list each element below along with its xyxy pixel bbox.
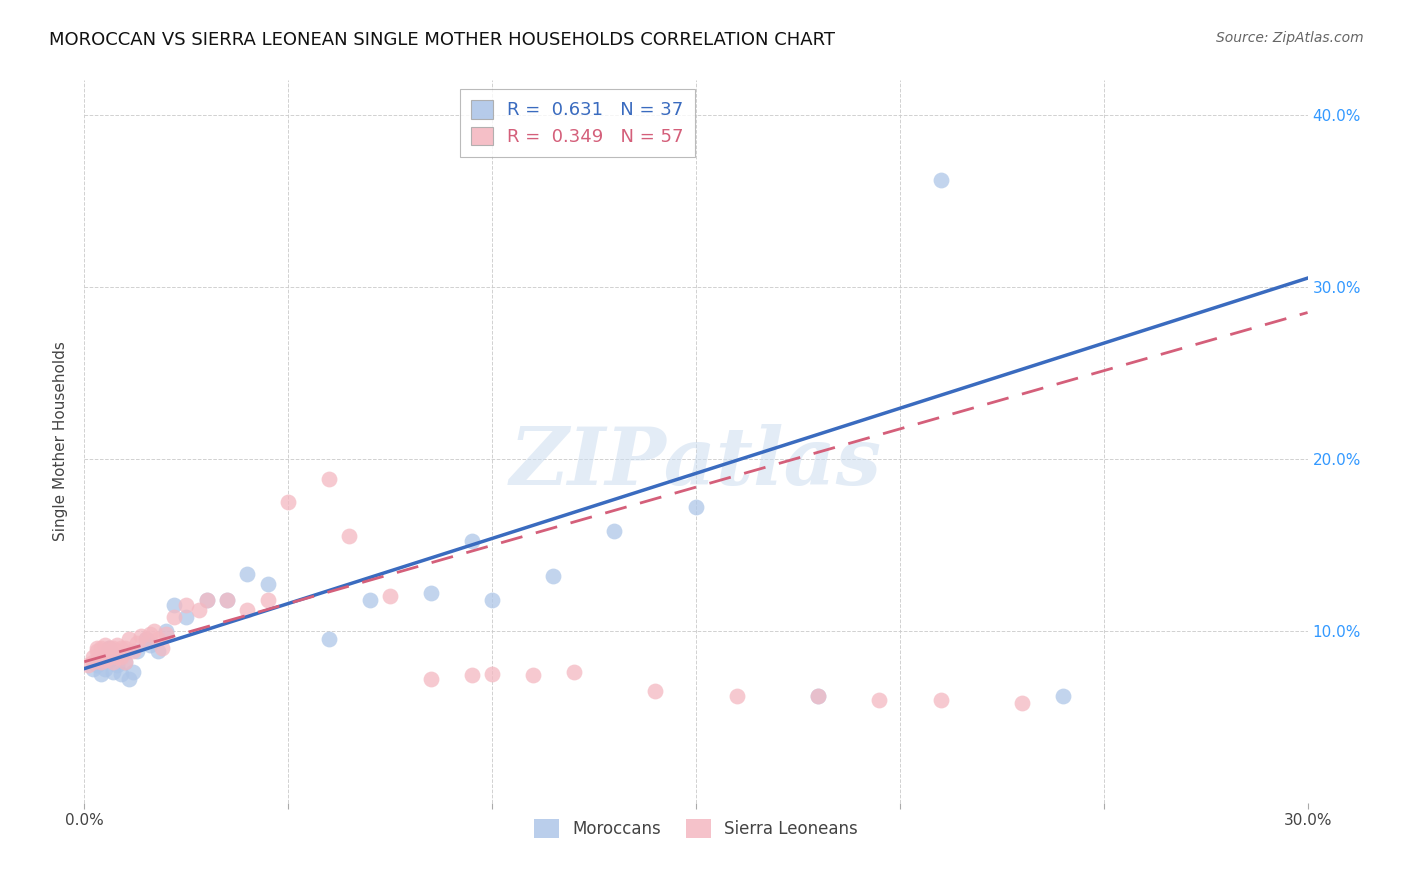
Point bbox=[257, 592, 280, 607]
Point bbox=[146, 632, 169, 647]
Point bbox=[603, 524, 626, 538]
Text: ZIPatlas: ZIPatlas bbox=[510, 425, 882, 502]
Point bbox=[122, 644, 145, 658]
Point bbox=[101, 640, 124, 655]
Point bbox=[138, 627, 160, 641]
Point bbox=[685, 500, 707, 514]
Point bbox=[118, 672, 141, 686]
Point bbox=[1052, 689, 1074, 703]
Point bbox=[543, 568, 565, 582]
Legend: Moroccans, Sierra Leoneans: Moroccans, Sierra Leoneans bbox=[527, 813, 865, 845]
Point bbox=[105, 658, 128, 673]
Point bbox=[174, 610, 197, 624]
Point bbox=[93, 638, 115, 652]
Point bbox=[82, 649, 104, 664]
Point bbox=[114, 655, 136, 669]
Point bbox=[236, 567, 259, 582]
Point bbox=[359, 592, 381, 607]
Point bbox=[101, 655, 124, 669]
Point bbox=[481, 666, 503, 681]
Point bbox=[869, 692, 891, 706]
Point bbox=[90, 655, 112, 669]
Point bbox=[155, 624, 177, 638]
Point bbox=[195, 592, 218, 607]
Text: Source: ZipAtlas.com: Source: ZipAtlas.com bbox=[1216, 31, 1364, 45]
Point bbox=[277, 494, 299, 508]
Point bbox=[90, 666, 112, 681]
Point bbox=[86, 644, 108, 658]
Point bbox=[93, 653, 115, 667]
Point bbox=[142, 624, 165, 638]
Point bbox=[110, 666, 132, 681]
Point bbox=[146, 644, 169, 658]
Point bbox=[380, 590, 402, 604]
Point bbox=[114, 640, 136, 655]
Point bbox=[420, 672, 443, 686]
Point bbox=[127, 636, 149, 650]
Point bbox=[481, 592, 503, 607]
Point bbox=[725, 689, 748, 703]
Point bbox=[93, 649, 115, 664]
Point bbox=[155, 627, 177, 641]
Y-axis label: Single Mother Households: Single Mother Households bbox=[53, 342, 69, 541]
Point bbox=[97, 640, 120, 655]
Point bbox=[135, 632, 157, 647]
Point bbox=[257, 577, 280, 591]
Text: MOROCCAN VS SIERRA LEONEAN SINGLE MOTHER HOUSEHOLDS CORRELATION CHART: MOROCCAN VS SIERRA LEONEAN SINGLE MOTHER… bbox=[49, 31, 835, 49]
Point bbox=[122, 665, 145, 679]
Point bbox=[86, 653, 108, 667]
Point bbox=[807, 689, 830, 703]
Point bbox=[217, 592, 239, 607]
Point bbox=[195, 592, 218, 607]
Point bbox=[644, 684, 666, 698]
Point bbox=[97, 653, 120, 667]
Point bbox=[93, 662, 115, 676]
Point bbox=[101, 644, 124, 658]
Point bbox=[339, 529, 361, 543]
Point bbox=[86, 658, 108, 673]
Point bbox=[807, 689, 830, 703]
Point bbox=[97, 649, 120, 664]
Point bbox=[90, 640, 112, 655]
Point bbox=[562, 665, 585, 679]
Point bbox=[97, 644, 120, 658]
Point bbox=[236, 603, 259, 617]
Point bbox=[82, 662, 104, 676]
Point bbox=[86, 640, 108, 655]
Point bbox=[174, 598, 197, 612]
Point bbox=[105, 649, 128, 664]
Point bbox=[90, 655, 112, 669]
Point bbox=[929, 692, 952, 706]
Point bbox=[420, 586, 443, 600]
Point bbox=[150, 640, 173, 655]
Point bbox=[163, 598, 186, 612]
Point bbox=[127, 644, 149, 658]
Point bbox=[461, 668, 484, 682]
Point bbox=[110, 649, 132, 664]
Point bbox=[929, 173, 952, 187]
Point bbox=[318, 632, 340, 647]
Point bbox=[82, 655, 104, 669]
Point bbox=[90, 649, 112, 664]
Point bbox=[138, 638, 160, 652]
Point bbox=[105, 644, 128, 658]
Point bbox=[93, 649, 115, 664]
Point bbox=[135, 632, 157, 647]
Point bbox=[114, 655, 136, 669]
Point bbox=[163, 610, 186, 624]
Point bbox=[101, 665, 124, 679]
Point bbox=[461, 534, 484, 549]
Point bbox=[97, 640, 120, 655]
Point bbox=[217, 592, 239, 607]
Point bbox=[110, 640, 132, 655]
Point bbox=[522, 668, 544, 682]
Point bbox=[101, 648, 124, 662]
Point bbox=[318, 472, 340, 486]
Point bbox=[77, 658, 100, 673]
Point bbox=[187, 603, 209, 617]
Point bbox=[1011, 696, 1033, 710]
Point bbox=[118, 632, 141, 647]
Point bbox=[105, 638, 128, 652]
Point bbox=[131, 629, 153, 643]
